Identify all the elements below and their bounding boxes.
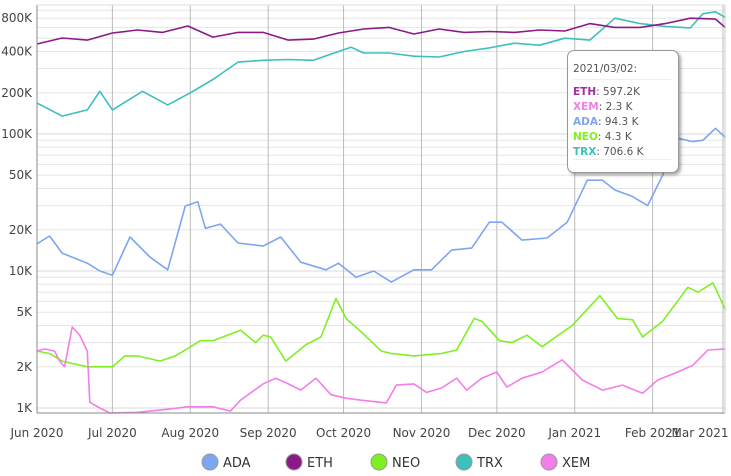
y-tick-label: 1K: [16, 401, 33, 415]
y-tick-label: 800K: [1, 11, 33, 25]
tooltip-value: 2.3 K: [605, 101, 633, 113]
legend-swatch-eth: [285, 453, 303, 471]
x-tick-label: Aug 2020: [161, 426, 219, 440]
tooltip-row-ada: ADA: 94.3 K: [573, 116, 638, 128]
legend-item-eth[interactable]: ETH: [285, 453, 333, 471]
tooltip-row-neo: NEO: 4.3 K: [573, 131, 632, 143]
tooltip-row-xem: XEM: 2.3 K: [573, 101, 633, 113]
x-tick-label: Oct 2020: [316, 426, 371, 440]
y-tick-label: 200K: [1, 86, 33, 100]
tooltip-series-name: NEO: [573, 131, 598, 143]
y-tick-label: 5K: [16, 305, 33, 319]
series-line-ada: [36, 127, 727, 283]
legend-label: NEO: [392, 456, 420, 471]
y-tick-label: 2K: [16, 360, 33, 374]
tooltip-series-name: TRX: [573, 146, 597, 158]
tooltip-separator: :: [596, 86, 604, 98]
series-line-trx: [36, 11, 726, 117]
legend-swatch-trx: [455, 453, 473, 471]
legend-label: TRX: [476, 456, 503, 471]
legend-swatch-neo: [370, 453, 388, 471]
series-lines: [36, 11, 727, 414]
y-tick-label: 100K: [1, 127, 33, 141]
tooltip-separator: :: [598, 101, 606, 113]
legend-item-ada[interactable]: ADA: [201, 453, 251, 471]
tooltip-series-name: ETH: [573, 86, 597, 98]
tooltip-separator: :: [597, 131, 605, 143]
legend-item-xem[interactable]: XEM: [540, 453, 590, 471]
legend-swatch-xem: [540, 453, 558, 471]
legend-label: ETH: [307, 456, 333, 471]
legend: ADA ETH NEO TRX XEM: [201, 453, 590, 471]
legend-label: ADA: [223, 456, 251, 471]
axes: Jun 2020 Jul 2020 Aug 2020 Sep 2020 Oct 2020…: [1, 4, 729, 440]
series-line-neo: [36, 282, 727, 368]
x-tick-label: Jan 2021: [547, 426, 601, 440]
legend-item-neo[interactable]: NEO: [370, 453, 420, 471]
tooltip-separator: :: [597, 116, 605, 128]
tooltip-separator: :: [596, 146, 604, 158]
series-line-xem: [36, 326, 726, 414]
tooltip-divider: [573, 159, 671, 160]
x-tick-label: Jul 2020: [87, 426, 137, 440]
tooltip: 2021/03/02: ETH: 597.2K XEM: 2.3 K ADA: 94…: [567, 50, 679, 173]
y-tick-label: 50K: [9, 168, 33, 182]
tooltip-divider: [573, 79, 671, 80]
tooltip-value: 4.3 K: [604, 131, 632, 143]
y-tick-label: 400K: [1, 45, 33, 59]
tooltip-row-eth: ETH: 597.2K: [573, 86, 640, 98]
tooltip-series-name: ADA: [573, 116, 598, 128]
x-tick-label: Nov 2020: [393, 426, 451, 440]
x-tick-label: Dec 2020: [468, 426, 526, 440]
tooltip-value: 597.2K: [603, 86, 640, 98]
tooltip-value: 94.3 K: [604, 116, 639, 128]
x-tick-label: Jun 2020: [9, 426, 63, 440]
legend-item-trx[interactable]: TRX: [455, 453, 503, 471]
tooltip-row-trx: TRX: 706.6 K: [573, 146, 644, 158]
tooltip-series-name: XEM: [573, 101, 599, 113]
tooltip-value: 706.6 K: [603, 146, 644, 158]
series-line-eth: [36, 17, 727, 45]
legend-swatch-ada: [201, 453, 219, 471]
x-tick-label: Sep 2020: [240, 426, 297, 440]
x-tick-label: Feb 2021: [625, 426, 681, 440]
y-tick-label: 20K: [9, 223, 33, 237]
legend-label: XEM: [562, 456, 590, 471]
tooltip-date: 2021/03/02:: [573, 63, 638, 75]
x-tick-label: Mar 2021: [672, 426, 729, 440]
y-tick-label: 10K: [9, 264, 33, 278]
